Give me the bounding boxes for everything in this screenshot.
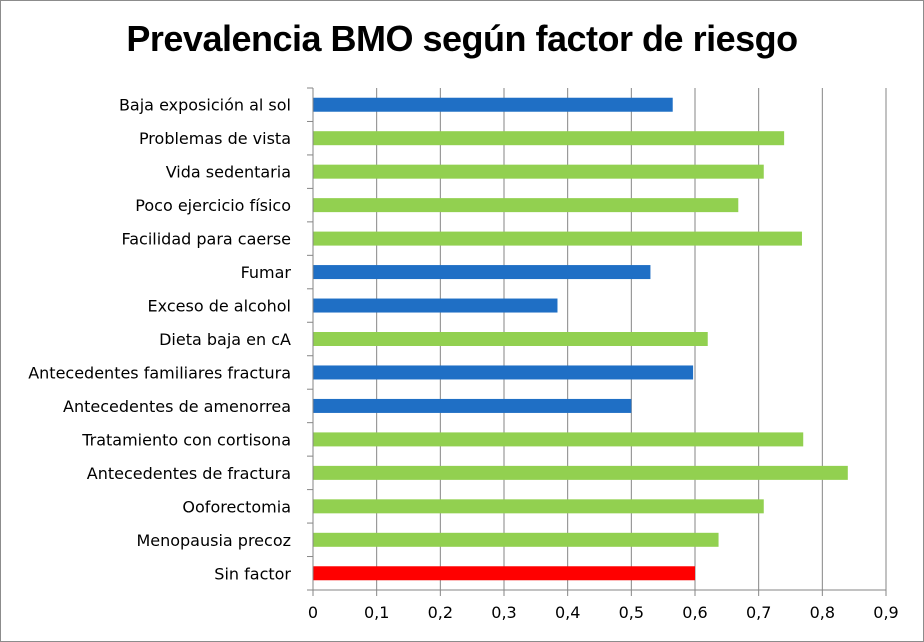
category-label: Antecedentes de fractura [87, 464, 291, 483]
bar-antecedentes-de-amenorrea [313, 398, 632, 413]
chart-title: Prevalencia BMO según factor de riesgo [126, 18, 798, 59]
bar-fumar [313, 265, 651, 280]
x-tick-label: 0 [308, 603, 318, 622]
x-tick-label: 0,6 [682, 603, 707, 622]
category-label: Poco ejercicio físico [135, 196, 291, 215]
bar-vida-sedentaria [313, 164, 764, 179]
category-label: Exceso de alcohol [148, 297, 291, 316]
bar-dieta-baja-en-ca [313, 332, 708, 346]
category-label: Dieta baja en cA [159, 330, 291, 349]
x-tick-label: 0,9 [873, 603, 898, 622]
category-label: Facilidad para caerse [121, 230, 291, 249]
category-label: Ooforectomia [182, 497, 291, 516]
category-label: Vida sedentaria [166, 163, 291, 182]
tick-labels: 0 0,1 0,2 0,3 0,4 0,5 0,6 0,7 0,8 0,9 [308, 603, 899, 622]
category-label: Antecedentes de amenorrea [63, 397, 291, 416]
bar-antecedentes-familiares-fractura [313, 365, 694, 380]
category-label: Problemas de vista [139, 129, 291, 148]
category-label: Baja exposición al sol [119, 96, 291, 115]
bar-menopausia-precoz [313, 532, 719, 547]
bar-problemas-de-vista [313, 131, 785, 146]
x-tick-label: 0,7 [746, 603, 771, 622]
x-tick-label: 0,5 [619, 603, 644, 622]
axes [307, 87, 887, 596]
x-tick-label: 0,8 [810, 603, 835, 622]
bar-sin-factor [313, 566, 695, 581]
bar-exceso-de-alcohol [313, 298, 558, 313]
bars [313, 97, 848, 581]
category-label: Tratamiento con cortisona [81, 430, 291, 449]
category-label: Menopausia precoz [136, 531, 291, 550]
category-label: Antecedentes familiares fractura [28, 363, 291, 382]
bar-tratamiento-con-cortisona [313, 432, 804, 447]
bar-antecedentes-de-fractura [313, 465, 848, 480]
x-tick-label: 0,4 [555, 603, 580, 622]
bar-ooforectomia [313, 499, 764, 514]
x-tick-label: 0,2 [428, 603, 453, 622]
category-label: Fumar [241, 263, 292, 282]
bar-poco-ejercicio-físico [313, 198, 739, 213]
bar-facilidad-para-caerse [313, 231, 802, 246]
category-label: Sin factor [214, 564, 291, 583]
category-labels: Baja exposición al sol Problemas de vista… [28, 96, 291, 584]
x-tick-label: 0,3 [491, 603, 516, 622]
x-tick-label: 0,1 [364, 603, 389, 622]
bar-baja-exposición-al-sol [313, 97, 673, 112]
